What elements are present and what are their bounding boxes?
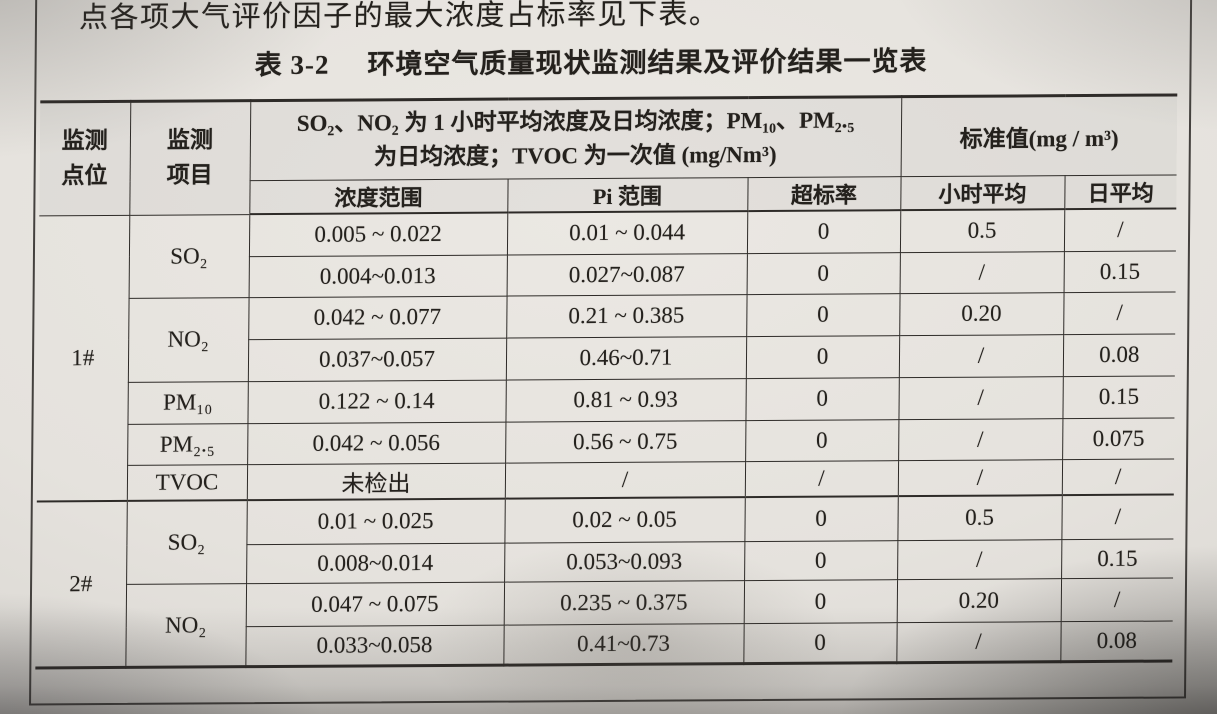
cell-daily-standard: 0.08 xyxy=(1060,621,1173,662)
header-exceedance-rate: 超标率 xyxy=(747,176,901,212)
cell-concentration-range: 0.037~0.057 xyxy=(247,337,507,382)
cell-pi-range: 0.56 ~ 0.75 xyxy=(505,420,746,463)
table-row: PM₁₀ 0.122 ~ 0.14 0.81 ~ 0.93 0/0.15 xyxy=(37,375,1175,424)
cell-daily-standard: 0.15 xyxy=(1061,539,1174,579)
intro-text: 点各项大气评价因子的最大浓度占标率见下表。 xyxy=(78,0,720,35)
cell-hourly-standard: / xyxy=(898,334,1064,378)
cell-exceedance-rate: 0 xyxy=(744,495,898,542)
header-daily-average: 日平均 xyxy=(1064,174,1177,210)
table-caption-label: 表 3-2 xyxy=(254,49,330,81)
cell-monitoring-item: NO₂ xyxy=(125,583,247,668)
cell-hourly-standard: / xyxy=(897,539,1062,580)
cell-exceedance-rate: 0 xyxy=(743,622,897,664)
table-caption: 表 3-2 环境空气质量现状监测结果及评价结果一览表 xyxy=(22,38,1159,84)
cell-concentration-range: 0.01 ~ 0.025 xyxy=(246,498,505,545)
header-monitoring-item: 监测 项目 xyxy=(129,100,251,215)
cell-monitoring-item: PM₂.₅ xyxy=(127,423,248,465)
cell-hourly-standard: 0.20 xyxy=(896,578,1062,623)
cell-pi-range: / xyxy=(504,461,746,499)
header-concentration-range: 浓度范围 xyxy=(249,179,508,215)
cell-daily-standard: 0.08 xyxy=(1062,333,1176,377)
cell-hourly-standard: / xyxy=(898,418,1063,461)
cell-concentration-range: 0.008~0.014 xyxy=(246,543,505,584)
cell-exceedance-rate: 0 xyxy=(746,252,900,295)
cell-hourly-standard: / xyxy=(898,376,1063,420)
cell-hourly-standard: / xyxy=(896,621,1061,663)
cell-monitoring-site: 2# xyxy=(35,500,127,668)
header-standard-value-group: 标准值(mg / m³) xyxy=(900,94,1178,177)
header-hourly-average: 小时平均 xyxy=(900,175,1065,211)
cell-daily-standard: / xyxy=(1060,578,1174,622)
cell-daily-standard: / xyxy=(1061,458,1175,495)
cell-pi-range: 0.235 ~ 0.375 xyxy=(503,580,745,626)
cell-daily-standard: / xyxy=(1063,291,1176,335)
header-pi-range: Pi 范围 xyxy=(507,177,748,213)
cell-exceedance-rate: 0 xyxy=(743,579,898,624)
cell-hourly-standard: / xyxy=(899,251,1064,294)
cell-pi-range: 0.02 ~ 0.05 xyxy=(504,496,745,544)
cell-pi-range: 0.01 ~ 0.044 xyxy=(506,211,748,255)
cell-pi-range: 0.41~0.73 xyxy=(503,623,744,666)
header-monitoring-site: 监测 点位 xyxy=(39,101,131,216)
cell-monitoring-item: PM₁₀ xyxy=(127,381,248,424)
cell-monitoring-item: TVOC xyxy=(126,464,248,501)
cell-concentration-range: 0.005 ~ 0.022 xyxy=(248,212,508,257)
cell-daily-standard: / xyxy=(1063,208,1177,252)
cell-daily-standard: 0.075 xyxy=(1062,417,1175,460)
cell-hourly-standard: / xyxy=(897,459,1063,496)
table-row: 1# SO₂ 0.005 ~ 0.022 0.01 ~ 0.044 0 0.5/ xyxy=(36,208,1177,501)
cell-concentration-range: 0.033~0.058 xyxy=(245,625,504,667)
cell-exceedance-rate: 0 xyxy=(745,377,899,421)
table-row: 2# SO₂ 0.01 ~ 0.025 0.02 ~ 0.05 0 0.5/ xyxy=(35,493,1174,668)
cell-exceedance-rate: 0 xyxy=(746,293,900,337)
cell-monitoring-item: SO₂ xyxy=(126,499,247,585)
cell-concentration-range: 0.047 ~ 0.075 xyxy=(245,582,505,627)
cell-daily-standard: 0.15 xyxy=(1062,375,1175,419)
cell-daily-standard: 0.15 xyxy=(1063,250,1176,293)
cell-pi-range: 0.21 ~ 0.385 xyxy=(506,294,747,338)
cell-pi-range: 0.46~0.71 xyxy=(505,336,747,380)
cell-exceedance-rate: / xyxy=(744,460,899,497)
cell-monitoring-item: SO₂ xyxy=(128,214,250,298)
cell-hourly-standard: 0.5 xyxy=(897,494,1062,541)
cell-exceedance-rate: 0 xyxy=(745,335,900,379)
cell-hourly-standard: 0.5 xyxy=(899,209,1065,253)
cell-monitoring-item: NO₂ xyxy=(127,297,249,382)
cell-pi-range: 0.81 ~ 0.93 xyxy=(505,378,746,422)
cell-hourly-standard: 0.20 xyxy=(899,292,1064,336)
cell-monitoring-site: 1# xyxy=(36,214,130,501)
cell-daily-standard: / xyxy=(1061,493,1174,540)
header-measured-concentration-group: SO₂、NO₂ 为 1 小时平均浓度及日均浓度；PM₁₀、PM₂.₅ 为日均浓度… xyxy=(249,96,902,181)
table-caption-title: 环境空气质量现状监测结果及评价结果一览表 xyxy=(367,45,928,80)
air-quality-monitoring-table: 监测 点位 监测 项目 SO₂、NO₂ 为 1 小时平均浓度及日均浓度；PM₁₀… xyxy=(35,93,1178,670)
cell-pi-range: 0.053~0.093 xyxy=(504,541,745,583)
table-row: PM₂.₅ 0.042 ~ 0.056 0.56 ~ 0.75 0/0.075 xyxy=(37,417,1175,465)
cell-concentration-range: 未检出 xyxy=(246,462,506,500)
cell-pi-range: 0.027~0.087 xyxy=(506,253,747,296)
table-row: NO₂ 0.047 ~ 0.075 0.235 ~ 0.375 0 0.20/ xyxy=(36,578,1174,668)
table-row: NO₂ 0.042 ~ 0.077 0.21 ~ 0.385 0 0.20/ xyxy=(38,291,1176,382)
table-header-row-1: 监测 点位 监测 项目 SO₂、NO₂ 为 1 小时平均浓度及日均浓度；PM₁₀… xyxy=(39,94,1178,216)
cell-concentration-range: 0.042 ~ 0.056 xyxy=(247,421,506,465)
cell-exceedance-rate: 0 xyxy=(746,210,901,254)
cell-concentration-range: 0.004~0.013 xyxy=(248,254,507,298)
cell-concentration-range: 0.122 ~ 0.14 xyxy=(247,379,506,424)
cell-exceedance-rate: 0 xyxy=(745,419,899,462)
cell-exceedance-rate: 0 xyxy=(744,540,898,581)
cell-concentration-range: 0.042 ~ 0.077 xyxy=(248,295,507,340)
